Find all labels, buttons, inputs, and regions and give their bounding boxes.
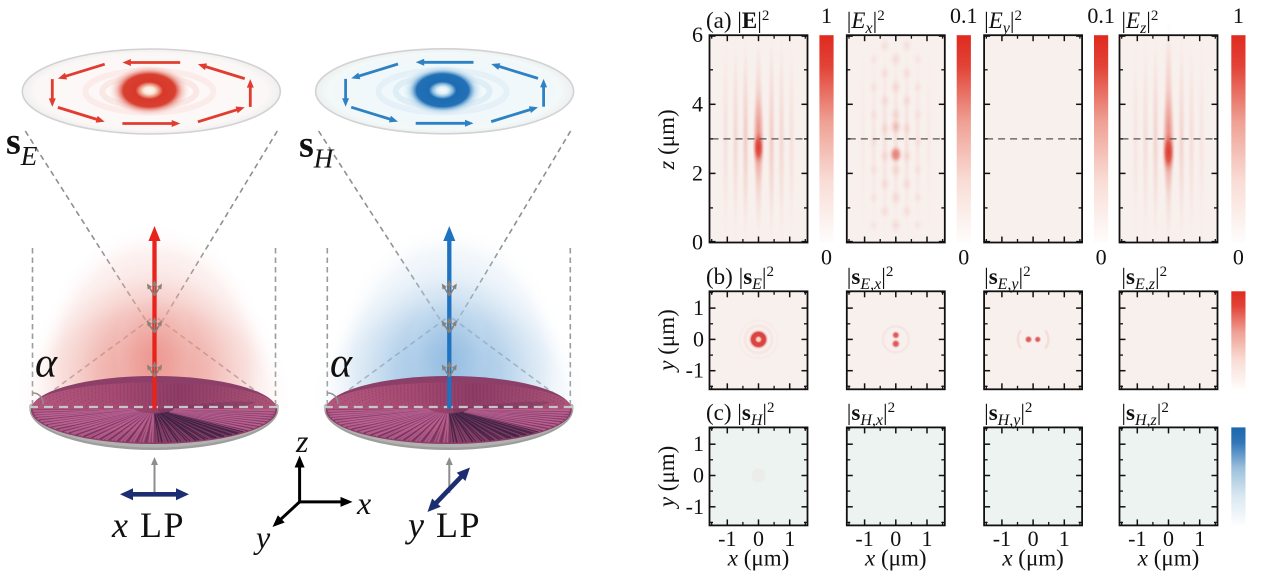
svg-text:y LP: y LP: [405, 505, 481, 545]
svg-text:1: 1: [922, 526, 933, 551]
svg-text:0: 0: [693, 463, 704, 488]
svg-text:0: 0: [692, 230, 703, 255]
svg-text:1: 1: [693, 295, 704, 320]
svg-text:0: 0: [693, 326, 704, 351]
svg-text:|sE,z|2: |sE,z|2: [1121, 264, 1167, 293]
svg-text:0: 0: [753, 526, 764, 551]
svg-text:0: 0: [821, 245, 832, 270]
svg-text:α: α: [35, 341, 58, 387]
svg-text:1: 1: [693, 431, 704, 456]
svg-text:6: 6: [692, 22, 703, 47]
svg-text:-1: -1: [686, 358, 704, 383]
svg-text:x (μm): x (μm): [1001, 546, 1064, 571]
svg-text:y (μm): y (μm): [654, 309, 679, 373]
svg-text:1: 1: [784, 526, 795, 551]
svg-text:α: α: [330, 341, 353, 387]
svg-text:-1: -1: [718, 526, 736, 551]
svg-text:x LP: x LP: [111, 505, 185, 545]
svg-text:-1: -1: [993, 526, 1011, 551]
svg-text:0.1: 0.1: [950, 3, 978, 28]
svg-text:1: 1: [1194, 526, 1205, 551]
svg-text:(c) |sH|2: (c) |sH|2: [706, 400, 775, 429]
svg-text:2: 2: [692, 160, 703, 185]
svg-text:-1: -1: [1128, 526, 1146, 551]
svg-text:x (μm): x (μm): [1137, 546, 1200, 571]
svg-text:1: 1: [821, 3, 832, 28]
svg-text:0: 0: [1096, 245, 1107, 270]
svg-text:-1: -1: [686, 494, 704, 519]
svg-text:y: y: [253, 519, 271, 555]
svg-text:z (μm): z (μm): [654, 109, 679, 170]
svg-text:0: 0: [1163, 526, 1174, 551]
svg-text:|sH,x|2: |sH,x|2: [847, 400, 895, 429]
svg-text:0: 0: [890, 526, 901, 551]
svg-text:|Ez|2: |Ez|2: [1121, 8, 1158, 37]
svg-text:x: x: [356, 485, 371, 521]
svg-text:x (μm): x (μm): [864, 546, 927, 571]
svg-text:0: 0: [958, 245, 969, 270]
svg-text:0: 0: [1028, 526, 1039, 551]
svg-text:4: 4: [692, 91, 703, 116]
svg-text:sE: sE: [6, 121, 38, 172]
svg-text:x (μm): x (μm): [727, 546, 790, 571]
svg-text:y (μm): y (μm): [654, 446, 679, 510]
svg-text:0.1: 0.1: [1087, 3, 1115, 28]
svg-text:-1: -1: [855, 526, 873, 551]
svg-text:(a) |E|2: (a) |E|2: [706, 8, 769, 33]
svg-text:z: z: [295, 423, 309, 459]
svg-text:1: 1: [1233, 3, 1244, 28]
svg-text:(b) |sE|2: (b) |sE|2: [706, 264, 774, 293]
svg-text:1: 1: [1059, 526, 1070, 551]
svg-text:sH: sH: [299, 124, 335, 174]
svg-text:0: 0: [1233, 245, 1244, 270]
